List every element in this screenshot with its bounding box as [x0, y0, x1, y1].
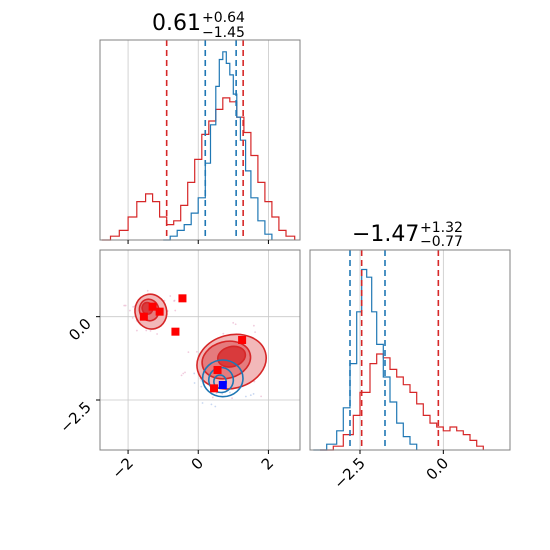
sample-point: [149, 329, 152, 332]
sample-point: [214, 405, 217, 408]
y-tick-label-1: −2.5: [56, 398, 94, 436]
sample-point: [252, 393, 255, 395]
sample-point: [193, 382, 196, 384]
red-marker-5: [238, 336, 247, 344]
red-marker-6: [213, 366, 222, 374]
sample-point: [232, 321, 235, 324]
sample-point: [215, 392, 218, 395]
sample-point: [244, 395, 247, 398]
sample-point: [184, 371, 186, 374]
sample-point: [231, 397, 233, 400]
sample-point: [174, 309, 177, 312]
marginal-histogram-param-1: 0.61 +0.64 −1.45: [99, 10, 301, 244]
param-1-title-value: 0.61: [152, 11, 201, 36]
sample-point: [221, 392, 224, 395]
quantile-lines: [165, 40, 244, 240]
joint-distribution-panel: −2 0 2 0.0 −2.5: [56, 249, 301, 482]
y-tick-label-0: 0.0: [65, 315, 95, 345]
sample-point: [182, 372, 185, 375]
sample-point: [180, 374, 183, 377]
sample-point: [195, 350, 198, 353]
histogram-line-1: [313, 268, 418, 451]
blue-marker-0: [218, 381, 227, 389]
histogram-series: [313, 268, 484, 451]
x-tick-label-1: 0: [188, 454, 207, 473]
param-2-title-value: −1.47: [352, 222, 419, 247]
sample-point: [229, 391, 231, 394]
sample-point: [210, 403, 213, 406]
grid: [359, 250, 444, 450]
red-marker-7: [210, 384, 219, 393]
sample-point: [156, 333, 159, 335]
param-2-title-upper-error: +1.32: [420, 220, 463, 236]
red-marker-0: [139, 312, 148, 321]
histogram-line-1: [163, 51, 273, 241]
sample-point: [131, 316, 134, 319]
sample-point: [145, 329, 148, 332]
red-marker-2: [155, 307, 164, 316]
sample-point: [201, 402, 204, 404]
marginal-histogram-param-2: −2.5 0.0 −1.47 +1.32 −0.77: [309, 220, 511, 493]
x-tick-label-0: −2: [109, 454, 137, 482]
sample-point: [132, 305, 135, 308]
sample-point: [211, 396, 214, 399]
x-tick-label-1: 0.0: [423, 454, 453, 484]
blue-contour-0: [201, 359, 244, 398]
axes-frame: [99, 39, 301, 241]
histogram-series: [101, 51, 296, 241]
param-2-title-lower-error: −0.77: [420, 234, 463, 250]
sample-point: [253, 380, 256, 383]
sample-point: [173, 299, 176, 302]
sample-point: [200, 385, 203, 388]
sample-point: [252, 324, 255, 327]
axis-ticks: −2.5 0.0: [330, 450, 452, 493]
sample-point: [222, 332, 225, 335]
sample-point: [260, 395, 263, 398]
x-tick-label-0: −2.5: [330, 454, 368, 492]
histogram-line-0: [320, 353, 484, 451]
sample-point: [193, 372, 196, 375]
sample-point: [234, 323, 237, 326]
sample-point: [169, 295, 172, 297]
x-tick-label-2: 2: [258, 454, 277, 473]
sample-point: [135, 329, 138, 332]
histogram-line-0: [101, 97, 296, 241]
param-1-title-lower-error: −1.45: [202, 25, 245, 41]
param-1-title-upper-error: +0.64: [202, 10, 245, 26]
point-markers: [139, 294, 247, 393]
grid: [100, 250, 300, 450]
sample-point: [200, 379, 203, 382]
sample-point: [249, 394, 252, 397]
red-marker-4: [171, 327, 180, 336]
sample-point: [146, 289, 149, 292]
axes-frame: [99, 249, 301, 451]
sample-point: [187, 351, 190, 354]
sample-point: [128, 309, 131, 312]
quantile-lines: [349, 250, 440, 450]
sample-point: [123, 304, 126, 307]
sample-point: [254, 331, 257, 334]
red-marker-3: [178, 294, 187, 303]
axes-frame: [309, 249, 511, 451]
red-marker-1: [148, 302, 157, 311]
sample-point: [124, 304, 127, 307]
